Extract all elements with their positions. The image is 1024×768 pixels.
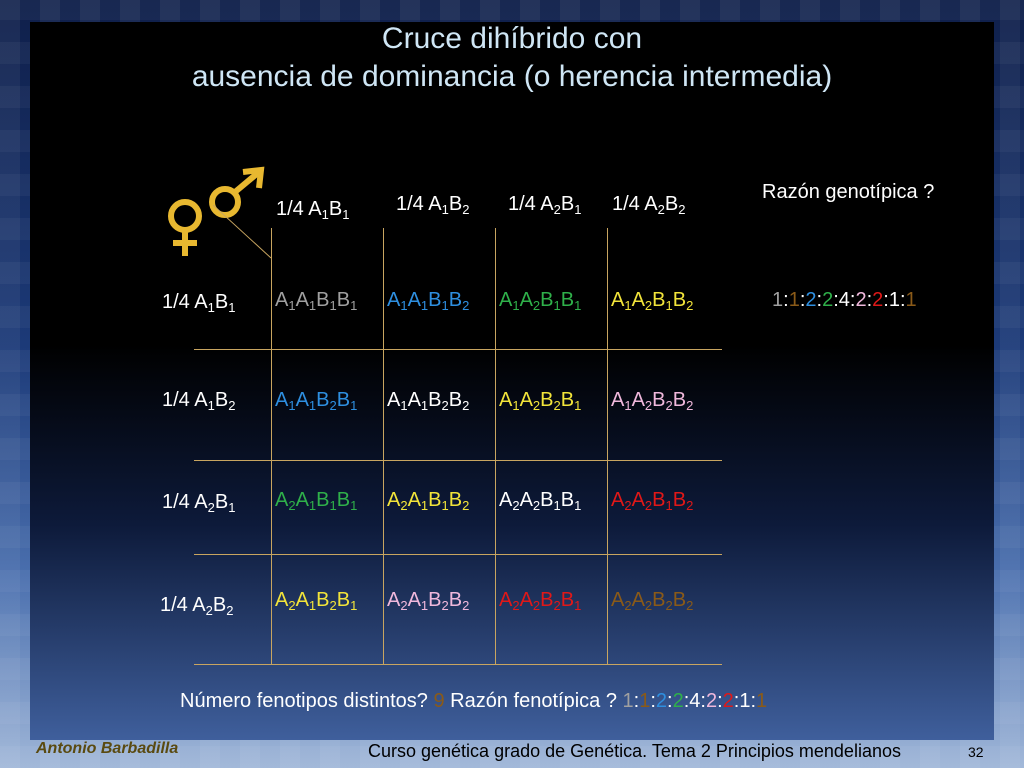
ratio-part: 2 — [722, 690, 734, 712]
footer-course: Curso genética grado de Genética. Tema 2… — [368, 741, 901, 761]
slide-panel — [30, 22, 994, 740]
ratio-part: 1 — [888, 289, 900, 311]
male-symbol-icon — [209, 166, 265, 218]
punnett-cell: A2A1B2B2 — [387, 589, 470, 613]
row-header: 1/4 A2B1 — [162, 491, 236, 515]
ratio-part: : — [899, 289, 906, 311]
punnett-cell: A2A2B1B1 — [499, 489, 582, 513]
footer-author: Antonio Barbadilla — [36, 740, 179, 757]
grid-hline — [194, 349, 722, 350]
ratio-part: 2 — [872, 289, 884, 311]
ratio-part: : — [849, 289, 856, 311]
ratio-part: 1 — [622, 690, 634, 712]
ratio-part: 2 — [705, 690, 718, 712]
ratio-part: : — [667, 690, 673, 712]
ratio-part: : — [883, 289, 889, 311]
genotypic-question: Razón genotípica ? — [762, 181, 935, 203]
ratio-part: : — [866, 289, 873, 311]
ratio-part: 1 — [788, 289, 800, 311]
punnett-cell: A1A2B2B2 — [611, 389, 694, 413]
ratio-part: : — [700, 690, 706, 712]
phenotypic-question: Razón fenotípica ? — [450, 690, 617, 712]
grid-vline — [271, 228, 272, 664]
header-diagonal — [213, 205, 272, 259]
col-header: 1/4 A1B1 — [276, 198, 350, 222]
slide-title: Cruce dihíbrido con ausencia de dominanc… — [0, 20, 1024, 96]
ratio-part: 2 — [672, 690, 684, 712]
ratio-part: 2 — [805, 289, 817, 311]
ratio-part: 4 — [838, 289, 850, 311]
ratio-part: : — [833, 289, 839, 311]
ratio-part: 1 — [905, 289, 917, 311]
row-header: 1/4 A2B2 — [160, 594, 234, 618]
punnett-cell: A1A2B1B1 — [499, 289, 582, 313]
row-header: 1/4 A1B1 — [162, 291, 236, 315]
punnett-cell: A2A2B1B2 — [611, 489, 694, 513]
ratio-part: : — [783, 289, 789, 311]
ratio-part: 2 — [855, 289, 867, 311]
punnett-cell: A1A1B1B1 — [275, 289, 358, 313]
phenotypic-ratio: 1:1:2:2:4:2:2:1:1 — [623, 690, 768, 712]
female-symbol-icon — [168, 199, 202, 256]
punnett-cell: A1A1B1B2 — [387, 289, 470, 313]
grid-hline — [194, 460, 722, 461]
punnett-cell: A2A1B2B1 — [275, 589, 358, 613]
punnett-cell: A1A2B1B2 — [611, 289, 694, 313]
col-header: 1/4 A1B2 — [396, 193, 470, 217]
punnett-cell: A1A1B2B2 — [387, 389, 470, 413]
row-header: 1/4 A1B2 — [162, 389, 236, 413]
ratio-part: 1 — [639, 690, 651, 712]
ratio-part: 2 — [822, 289, 834, 311]
punnett-cell: A2A1B1B2 — [387, 489, 470, 513]
title-line-2: ausencia de dominancia (o herencia inter… — [191, 60, 833, 93]
col-header: 1/4 A2B2 — [612, 193, 686, 217]
grid-vline — [607, 228, 608, 664]
grid-vline — [383, 228, 384, 664]
punnett-cell: A2A2B2B1 — [499, 589, 582, 613]
grid-hline — [194, 554, 722, 555]
ratio-part: 1 — [756, 690, 768, 712]
genotypic-ratio: 1:1:2:2:4:2:2:1:1 — [772, 289, 917, 312]
ratio-part: 4 — [689, 690, 701, 712]
ratio-part: 1 — [739, 690, 751, 712]
punnett-cell: A2A1B1B1 — [275, 489, 358, 513]
punnett-cell: A2A2B2B2 — [611, 589, 694, 613]
ratio-part: : — [816, 289, 823, 311]
ratio-part: : — [750, 690, 757, 712]
punnett-cell: A1A1B2B1 — [275, 389, 358, 413]
ratio-part: : — [733, 690, 740, 712]
grid-hline — [194, 664, 722, 665]
grid-vline — [495, 228, 496, 664]
phenotype-question: Número fenotipos distintos? — [180, 690, 428, 712]
ratio-part: : — [650, 690, 656, 712]
punnett-cell: A1A2B2B1 — [499, 389, 582, 413]
ratio-part: : — [799, 289, 806, 311]
ratio-part: 1 — [772, 289, 784, 311]
footer-page: 32 — [968, 744, 984, 760]
ratio-part: : — [717, 690, 723, 712]
ratio-part: 2 — [655, 690, 668, 712]
title-line-1: Cruce dihíbrido con — [381, 22, 643, 55]
phenotype-line: Número fenotipos distintos? 9 Razón feno… — [180, 690, 767, 713]
phenotype-count: 9 — [433, 690, 445, 712]
ratio-part: : — [633, 690, 640, 712]
col-header: 1/4 A2B1 — [508, 193, 582, 217]
ratio-part: : — [683, 690, 690, 712]
